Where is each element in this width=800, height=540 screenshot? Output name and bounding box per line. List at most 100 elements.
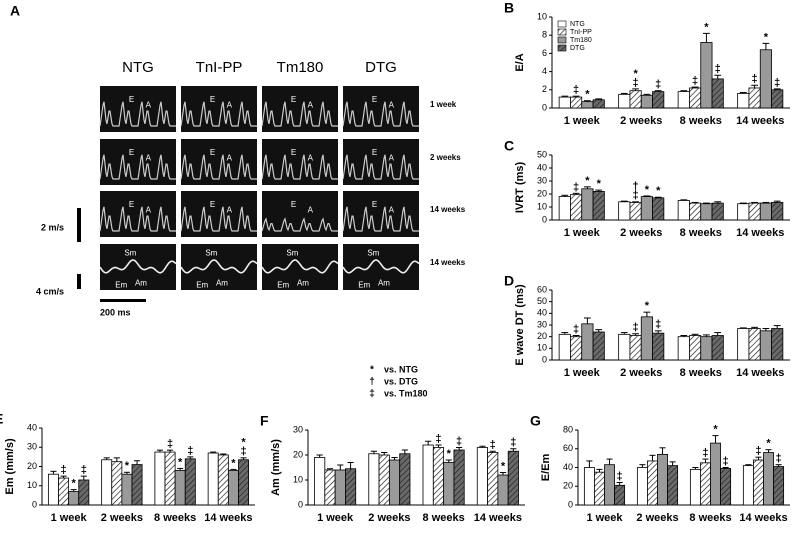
trace-image (181, 244, 257, 290)
error-bar (479, 445, 486, 448)
trace-label: A (308, 205, 314, 214)
significance-marker: ‡ (776, 453, 782, 465)
error-bar (692, 467, 699, 470)
error-bar (326, 468, 334, 470)
error-bar (616, 482, 623, 486)
bar (647, 460, 658, 506)
column-header: NTG (122, 59, 154, 76)
panel-letter: C (504, 138, 514, 154)
error-bar (240, 457, 247, 460)
significance-marker: ‡ (167, 438, 173, 450)
y-tick-label: 20 (27, 461, 37, 471)
error-bar (765, 449, 772, 453)
error-bar (595, 98, 603, 100)
significance-marker: ‡ (755, 445, 761, 457)
key-symbol: ‡ (369, 389, 375, 400)
x-tick-label: 2 weeks (620, 115, 662, 127)
bar (700, 42, 713, 109)
error-bar (775, 464, 782, 467)
y-tick-label: 10 (537, 201, 547, 211)
bar (388, 459, 401, 506)
bar (748, 202, 761, 221)
trace-label: Sm (124, 248, 136, 257)
trace-wave (99, 154, 176, 180)
error-bar (632, 88, 639, 91)
significance-marker: ‡ (655, 79, 661, 91)
x-tick-label: 8 weeks (680, 227, 722, 239)
error-bar (654, 90, 662, 92)
bar (78, 479, 90, 506)
error-bar (50, 470, 57, 475)
bar (640, 196, 653, 221)
significance-marker: ‡ (187, 445, 193, 457)
error-bar (643, 311, 651, 317)
trace-label: A (146, 205, 152, 214)
bar (604, 464, 615, 506)
y-tick-label: 0 (542, 102, 547, 112)
error-bar (381, 452, 388, 455)
panel-letter: G (530, 413, 541, 429)
bar (753, 459, 764, 506)
error-bar (745, 464, 752, 466)
key-symbol: * (370, 365, 374, 376)
trace-label: E (210, 200, 215, 209)
bar (443, 462, 455, 506)
y-tick-label: 20 (537, 331, 547, 341)
error-bar (316, 454, 323, 458)
error-bar (561, 332, 569, 335)
error-bar (230, 468, 237, 471)
trace-wave (99, 259, 177, 274)
bar (711, 335, 724, 361)
error-bar (455, 447, 463, 450)
legend-swatch (557, 44, 567, 52)
bar (652, 332, 665, 361)
y-tick-label: 60 (563, 443, 573, 453)
trace-wave (180, 154, 257, 180)
bar (773, 466, 785, 506)
trace-label: Sm (367, 248, 379, 257)
trace-label: Am (216, 279, 228, 288)
y-tick-label: 0 (542, 214, 547, 224)
bar (497, 474, 509, 506)
trace-image (262, 244, 338, 290)
significance-marker: ‡ (774, 77, 780, 89)
bar (711, 78, 724, 109)
y-tick-label: 20 (293, 449, 303, 459)
significance-marker: ‡ (633, 77, 639, 89)
error-bar (669, 461, 676, 466)
error-bar (113, 457, 120, 462)
bar (432, 447, 445, 506)
error-bar (691, 201, 699, 204)
panel-letter: D (504, 273, 514, 289)
y-tick-label: 10 (537, 343, 547, 353)
significance-marker: * (241, 437, 246, 449)
legend-swatch (557, 20, 567, 28)
bar (184, 458, 196, 506)
significance-marker: ‡ (456, 435, 462, 447)
trace-label: A (227, 205, 233, 214)
bar (592, 99, 605, 109)
bar (720, 468, 732, 506)
legend-label: Tm180 (570, 37, 592, 44)
bar (771, 89, 784, 109)
x-tick-label: 1 week (317, 512, 354, 524)
error-bar (187, 456, 194, 459)
trace-wave (180, 206, 257, 232)
error-bar (561, 95, 569, 98)
trace-label: A (146, 100, 152, 109)
error-bar (489, 450, 496, 453)
y-axis-label: E/A (514, 53, 526, 71)
bar (324, 469, 336, 506)
x-tick-label: 14 weeks (204, 512, 252, 524)
y-tick-label: 0 (542, 354, 547, 364)
trace-image (343, 244, 419, 290)
error-bar (584, 186, 591, 189)
error-bar (712, 435, 719, 444)
row-label: 14 weeks (430, 258, 466, 267)
significance-marker: * (447, 448, 452, 460)
bar (629, 202, 642, 221)
legend-swatch (557, 36, 567, 44)
x-tick-label: 1 week (564, 227, 601, 239)
error-bar (210, 451, 217, 454)
